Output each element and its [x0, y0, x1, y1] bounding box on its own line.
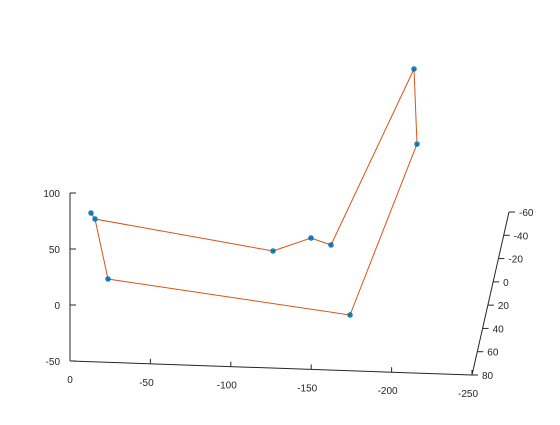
- y-tick-label: -40: [514, 231, 529, 242]
- x-axis-line: [70, 361, 472, 375]
- data-point-marker: [92, 216, 98, 222]
- x-tick-label: -50: [139, 378, 154, 389]
- data-point-marker: [328, 242, 334, 248]
- z-tick-label: 50: [49, 245, 61, 256]
- y-tick-label: -20: [508, 255, 523, 266]
- series: [88, 66, 420, 318]
- y-tick-label: 60: [487, 348, 499, 359]
- axes: [70, 193, 509, 375]
- x-tick-label: -200: [378, 386, 398, 397]
- y-tick-label: 0: [503, 278, 509, 289]
- data-point-marker: [347, 312, 353, 318]
- series-line: [91, 69, 417, 315]
- data-point-marker: [270, 248, 276, 254]
- data-point-marker: [88, 210, 94, 216]
- data-point-marker: [411, 66, 417, 72]
- x-tick-label: 0: [67, 375, 73, 386]
- data-point-marker: [105, 276, 111, 282]
- y-tick-label: 40: [493, 324, 505, 335]
- x-tick-label: -150: [297, 383, 317, 394]
- y-tick-label: -60: [519, 208, 534, 219]
- z-tick-label: -50: [46, 357, 61, 368]
- data-point-marker: [414, 141, 420, 147]
- z-tick-label: 100: [43, 189, 60, 200]
- x-tick-label: -250: [458, 389, 478, 400]
- x-tick-label: -100: [217, 381, 237, 392]
- y-tick-label: 80: [482, 371, 494, 382]
- data-point-marker: [308, 235, 314, 241]
- z-tick-label: 0: [54, 301, 60, 312]
- y-tick-label: 20: [498, 301, 510, 312]
